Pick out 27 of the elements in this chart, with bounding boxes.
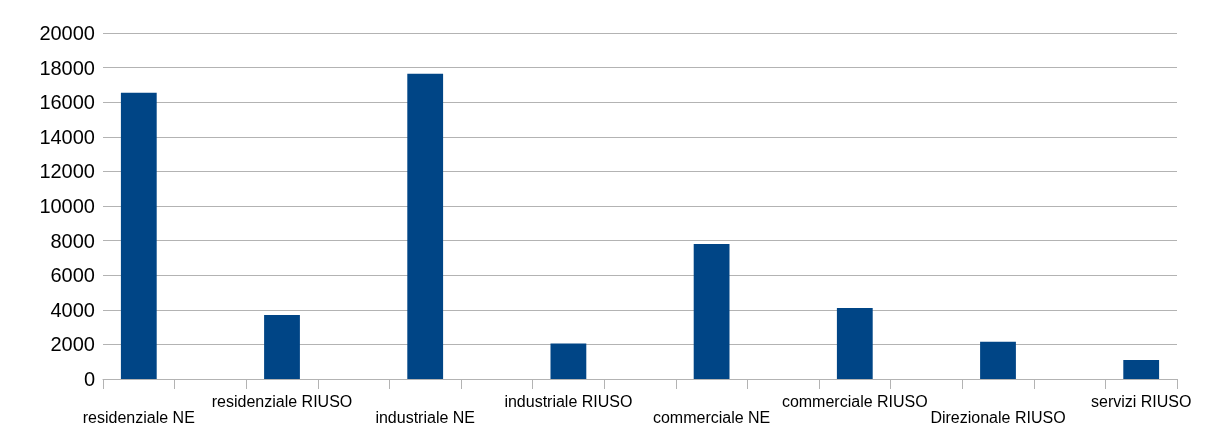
bar xyxy=(120,92,157,379)
y-tick-label: 10000 xyxy=(39,195,95,217)
x-tick-label: commerciale NE xyxy=(652,408,771,426)
y-tick-label: 4000 xyxy=(50,298,95,321)
x-tick-label: servizi RIUSO xyxy=(1090,392,1192,410)
bar xyxy=(550,343,587,379)
x-tick-label: industriale NE xyxy=(375,408,475,426)
bar xyxy=(980,341,1016,379)
y-tick-label: 20000 xyxy=(39,22,95,44)
y-tick-label: 18000 xyxy=(39,56,95,79)
bar xyxy=(693,244,730,379)
y-tick-label: 2000 xyxy=(50,333,95,356)
y-tick-label: 14000 xyxy=(39,125,95,148)
y-tick-label: 16000 xyxy=(39,91,95,114)
bar xyxy=(264,314,300,379)
x-tick-label: residenziale NE xyxy=(82,408,195,426)
bar xyxy=(407,73,444,379)
x-tick-label: residenziale RIUSO xyxy=(211,392,353,410)
y-tick-label: 6000 xyxy=(50,264,95,287)
y-tick-label: 8000 xyxy=(50,229,95,252)
bar xyxy=(1123,359,1160,379)
x-tick-label: Direzionale RIUSO xyxy=(930,408,1066,426)
bar xyxy=(836,308,873,379)
y-tick-label: 12000 xyxy=(39,160,95,183)
x-tick-label: commerciale RIUSO xyxy=(781,392,928,410)
x-tick-label: industriale RIUSO xyxy=(504,392,633,410)
y-tick-label: 0 xyxy=(83,368,95,390)
